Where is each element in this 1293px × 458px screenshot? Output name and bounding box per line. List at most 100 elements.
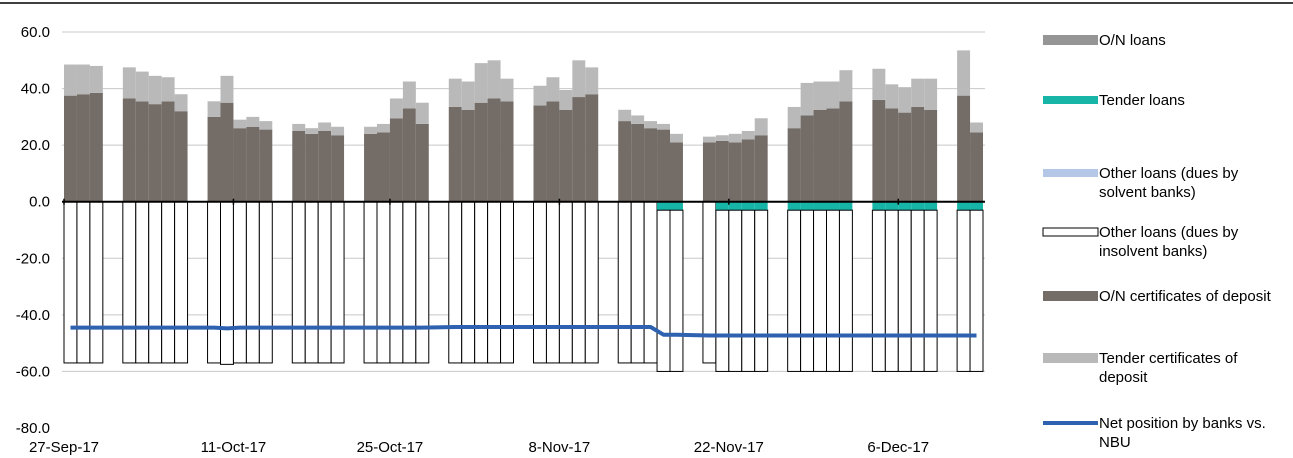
bar-on-certificates (448, 106, 462, 202)
bar-tender-loans (657, 201, 670, 211)
bar-tender-certificates (402, 81, 416, 109)
bar-tender-certificates (305, 128, 319, 134)
bar-on-certificates (826, 108, 840, 202)
bar-tender-loans (885, 201, 899, 211)
legend-label: deposit (1099, 369, 1148, 386)
bar-tender-certificates (970, 122, 983, 133)
bar-other-loans-insolvent (402, 201, 417, 364)
bar-tender-certificates (448, 78, 462, 107)
y-tick-label: -60.0 (16, 363, 50, 380)
bar-other-loans-insolvent (630, 201, 645, 364)
bar-tender-certificates (572, 60, 586, 98)
bar-tender-certificates (415, 102, 429, 124)
bar-tender-loans (813, 201, 827, 211)
bar-tender-loans (924, 201, 938, 211)
bar-other-loans-insolvent (122, 201, 137, 364)
bar-on-certificates (885, 108, 899, 202)
bar-tender-loans (670, 201, 683, 211)
bar-on-certificates (233, 128, 247, 202)
bar-on-certificates (220, 102, 234, 202)
y-tick-label: 0.0 (29, 194, 50, 211)
bar-tender-loans (754, 201, 768, 211)
bar-tender-loans (970, 201, 983, 211)
x-tick-label: 27-Sep-17 (29, 439, 99, 456)
bar-tender-certificates (924, 78, 938, 110)
bar-on-certificates (207, 116, 221, 202)
bar-other-loans-insolvent (800, 209, 815, 372)
bar-on-certificates (644, 128, 658, 202)
bar-on-certificates (754, 135, 768, 202)
bar-tender-certificates (618, 109, 632, 122)
bar-on-certificates (839, 101, 853, 202)
x-tick-label: 8-Nov-17 (529, 439, 591, 456)
bar-other-loans-insolvent (245, 201, 260, 364)
bar-on-certificates (487, 98, 501, 202)
bar-other-loans-insolvent (389, 201, 404, 364)
legend-item: Other loans (dues by insolvent banks) (1042, 224, 1239, 260)
bar-on-certificates (64, 95, 77, 202)
legend-label: O/N certificates of deposit (1099, 288, 1272, 305)
y-tick-label: -20.0 (16, 250, 50, 267)
bar-other-loans-insolvent (584, 201, 599, 364)
legend-item: O/N loans (1043, 32, 1166, 49)
bar-tender-certificates (474, 63, 488, 103)
bar-on-certificates (135, 101, 149, 202)
legend-item: O/N certificates of deposit (1043, 288, 1272, 305)
bar-on-certificates (813, 109, 827, 202)
legend-label: Other loans (dues by (1099, 224, 1239, 241)
bar-tender-certificates (246, 116, 260, 127)
net-position-line (70, 325, 977, 338)
y-tick-label: -40.0 (16, 307, 50, 324)
bar-tender-certificates (559, 89, 573, 110)
legend-label: Tender loans (1099, 92, 1185, 109)
bar-tender-certificates (885, 84, 899, 109)
bar-other-loans-insolvent (558, 201, 573, 364)
bar-on-certificates (741, 139, 755, 202)
bar-on-certificates (702, 142, 716, 202)
bar-on-certificates (122, 98, 136, 202)
legend-item: Tender loans (1043, 92, 1185, 109)
legend-label: insolvent banks) (1099, 243, 1207, 260)
bar-tender-certificates (122, 67, 136, 99)
bar-tender-certificates (174, 94, 188, 112)
bar-tender-certificates (461, 81, 475, 110)
bar-other-loans-insolvent (571, 201, 586, 364)
bar-other-loans-insolvent (871, 209, 886, 372)
bar-other-loans-insolvent (500, 201, 514, 364)
bar-tender-certificates (135, 71, 149, 102)
bar-on-certificates (670, 142, 683, 202)
bar-other-loans-insolvent (669, 209, 684, 372)
x-tick-label: 11-Oct-17 (201, 439, 267, 456)
bar-other-loans-insolvent (910, 209, 925, 372)
bar-tender-certificates (487, 60, 501, 99)
bar-other-loans-insolvent (956, 209, 971, 372)
bar-tender-certificates (533, 85, 547, 106)
bar-other-loans-insolvent (474, 201, 489, 364)
bar-on-certificates (305, 133, 319, 202)
bar-tender-certificates (148, 75, 162, 105)
y-tick-label: -80.0 (16, 420, 50, 437)
legend-swatch (1043, 169, 1098, 177)
bar-tender-certificates (657, 123, 670, 130)
bar-other-loans-insolvent (715, 209, 730, 372)
bar-other-loans-insolvent (207, 201, 222, 364)
bar-on-certificates (89, 92, 103, 202)
bar-on-certificates (148, 104, 162, 202)
bar-other-loans-insolvent (787, 209, 802, 372)
bar-on-certificates (800, 115, 814, 202)
bar-tender-loans (898, 201, 912, 211)
legend-swatch (1042, 227, 1099, 237)
bar-other-loans-insolvent (884, 209, 899, 372)
bar-on-certificates (318, 131, 332, 202)
legend-label: Other loans (dues by (1099, 165, 1239, 182)
bar-tender-loans (839, 201, 853, 211)
bar-tender-certificates (292, 123, 306, 131)
bar-on-certificates (259, 129, 273, 202)
bar-on-certificates (924, 109, 938, 202)
bar-tender-certificates (259, 121, 273, 130)
bar-other-loans-insolvent (826, 209, 840, 372)
bar-other-loans-insolvent (923, 209, 938, 372)
bar-other-loans-insolvent (76, 201, 91, 364)
bar-tender-certificates (331, 126, 345, 136)
